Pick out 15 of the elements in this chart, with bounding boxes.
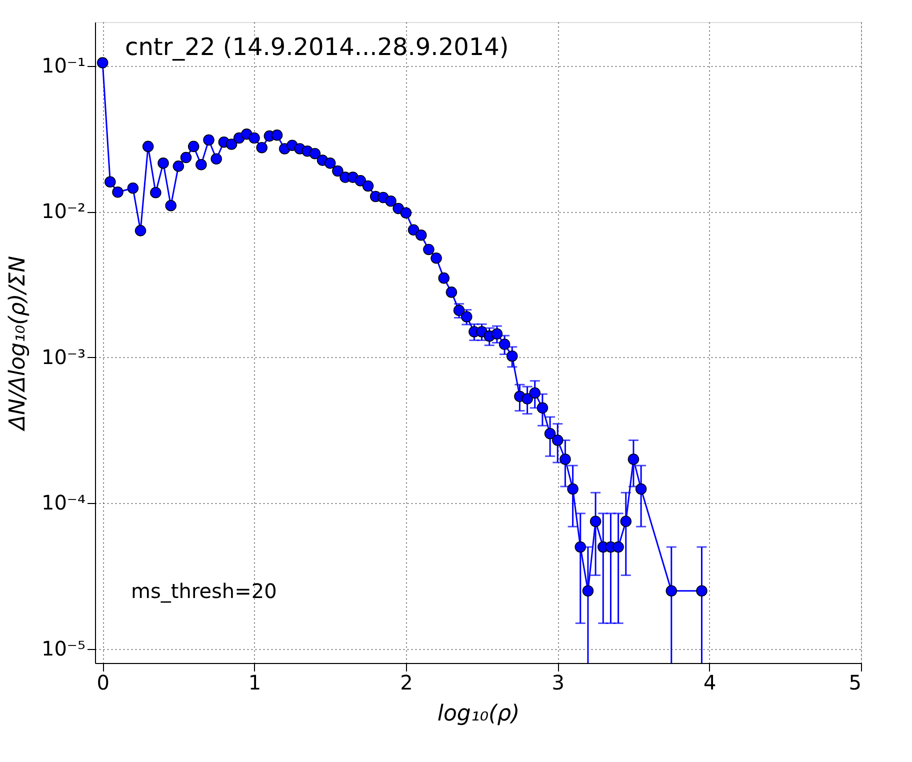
y-tick-label: 10⁻⁴	[41, 490, 86, 515]
y-axis-title: ΔN/Δlog₁₀(ρ)/ΣN	[5, 256, 30, 432]
y-tick-label: 10⁻⁵	[41, 636, 86, 660]
x-tick-label: 5	[848, 670, 862, 694]
annotation: ms_thresh=20	[131, 579, 277, 603]
x-axis-title: log₁₀(ρ)	[437, 702, 520, 726]
x-tick-label: 3	[552, 670, 564, 694]
x-tick-label: 4	[703, 670, 716, 694]
y-tick-label: 10⁻¹	[41, 53, 86, 78]
text: cntr_22 (14.9.2014...28.9.2014)	[125, 33, 509, 61]
x-tick-label: 0	[96, 670, 110, 694]
x-tick-label: 1	[248, 670, 262, 694]
y-tick-label: 10⁻³	[41, 344, 86, 369]
x-tick-label: 2	[400, 670, 413, 694]
y-tick-label: 10⁻²	[41, 199, 86, 224]
